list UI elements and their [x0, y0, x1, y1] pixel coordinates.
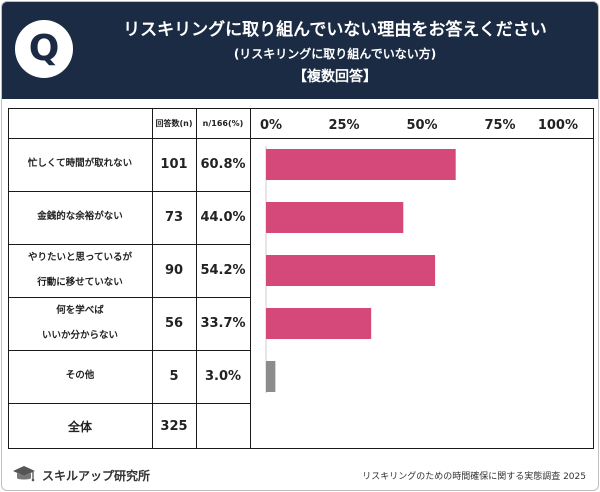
row-label: 何を学べばいいか分からない [8, 297, 152, 350]
x-tick-label: 0% [260, 118, 282, 133]
row-label: やりたいと思っているが 行動に移せていない [8, 244, 152, 297]
table-border-left [8, 108, 9, 449]
bar-chart: 0% 25% 50% 75% 100% [260, 118, 578, 393]
row-label-line: 忙しくて時間が取れない [27, 158, 133, 170]
multiple-answer-tag: 【複数回答】 [293, 69, 377, 85]
graduation-cap-icon [13, 466, 35, 482]
table-border-bottom [8, 448, 594, 449]
row-label: その他 [8, 350, 152, 403]
table-border-right [593, 108, 594, 449]
row-divider [8, 191, 250, 192]
header-divider [8, 138, 594, 139]
row-count: 5 [169, 369, 179, 384]
bar [266, 255, 436, 286]
row-label-line: やりたいと思っているが [27, 251, 133, 263]
row-count: 101 [160, 157, 188, 172]
x-tick-label: 50% [406, 118, 437, 133]
percent-column-header: n/166(%) [202, 118, 244, 128]
footer: スキルアップ研究所 リスキリングのための時間確保に関する実態調査 2025 [2, 461, 598, 490]
x-tick-label: 100% [538, 118, 578, 133]
bar [266, 308, 372, 339]
question-title: リスキリングに取り組んでいない理由をお答えください [123, 20, 547, 40]
row-percent: 3.0% [204, 369, 242, 384]
row-divider [8, 403, 250, 404]
column-divider [250, 108, 251, 449]
brand-logo: スキルアップ研究所 [12, 463, 150, 487]
row-percent: 44.0% [200, 210, 246, 225]
x-tick-label: 25% [328, 118, 359, 133]
row-label: 忙しくて時間が取れない [8, 138, 152, 191]
row-percent: 54.2% [200, 263, 246, 278]
question-subtitle: (リスキリングに取り組んでいない方) [233, 47, 437, 61]
row-label-line: いいか分からない [41, 329, 118, 341]
total-row-label: 全体 [67, 419, 92, 434]
row-count: 90 [164, 263, 184, 278]
survey-source: リスキリングのための時間確保に関する実態調査 2025 [362, 472, 586, 482]
results-table: 回答数(n) n/166(%) 0% 25% 50% 75% 100% 全体 325 忙… [8, 108, 594, 458]
row-label-line: 何を学べば [56, 304, 104, 316]
bar [266, 361, 276, 392]
row-label-line: 行動に移せていない [37, 276, 123, 288]
table-border-top [8, 108, 594, 109]
row-label: 金銭的な余裕がない [8, 191, 152, 244]
row-label-line: その他 [65, 370, 95, 382]
row-percent: 33.7% [200, 316, 246, 331]
header: Q リスキリングに取り組んでいない理由をお答えください (リスキリングに取り組ん… [2, 2, 598, 99]
row-divider [8, 244, 250, 245]
bar [266, 149, 456, 180]
q-badge-icon: Q [15, 20, 73, 78]
brand-name: スキルアップ研究所 [42, 468, 151, 483]
count-column-header: 回答数(n) [155, 118, 193, 128]
total-row-count: 325 [160, 418, 188, 434]
row-count: 73 [164, 210, 184, 225]
row-divider [8, 297, 250, 298]
row-percent: 60.8% [200, 157, 246, 172]
row-count: 56 [164, 316, 184, 331]
row-label-line: 金銭的な余裕がない [37, 211, 123, 223]
bar [266, 202, 404, 233]
column-divider [152, 108, 153, 449]
x-tick-label: 75% [484, 118, 515, 133]
column-divider [196, 108, 197, 449]
row-divider [8, 350, 250, 351]
